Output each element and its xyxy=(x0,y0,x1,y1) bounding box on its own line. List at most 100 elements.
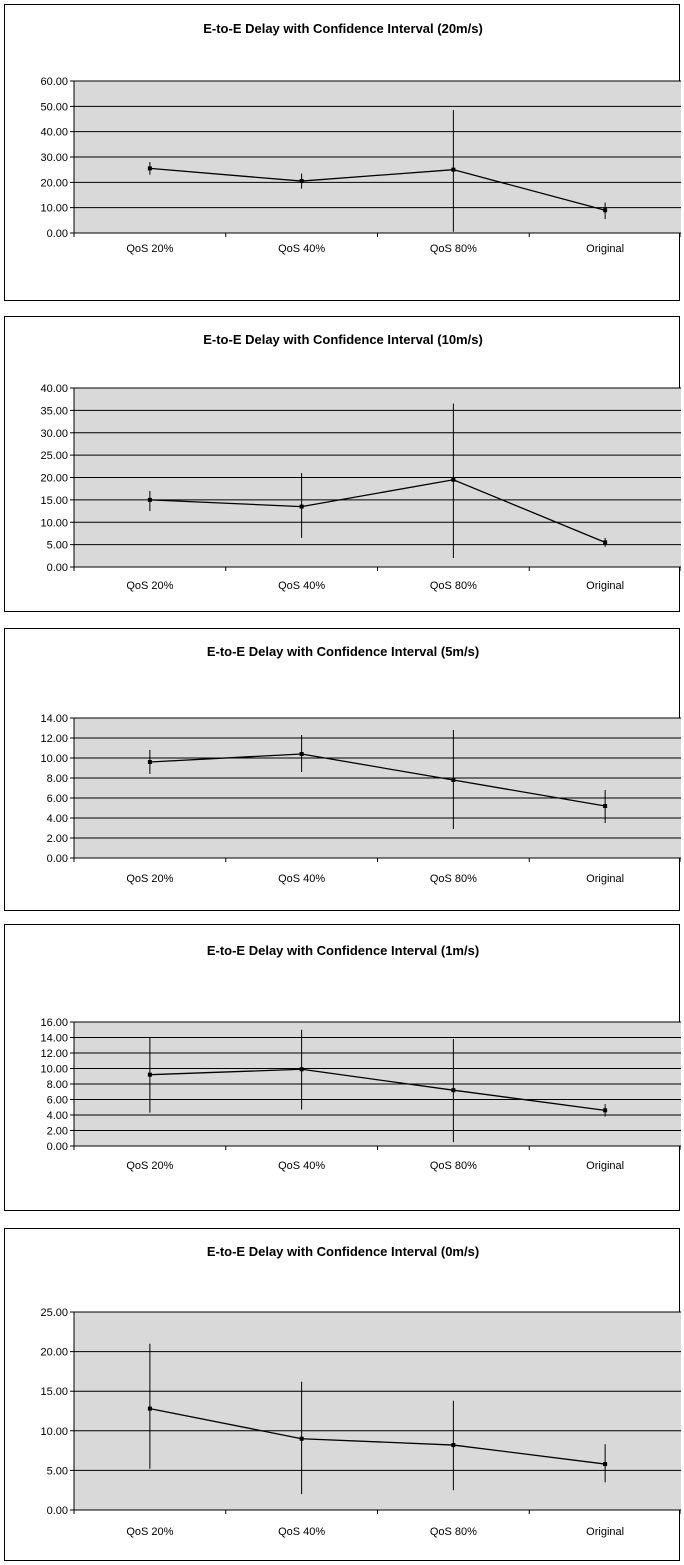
x-tick-label: Original xyxy=(586,873,624,885)
y-tick-label: 4.00 xyxy=(47,813,68,825)
data-point xyxy=(147,1072,152,1077)
data-point xyxy=(299,1436,304,1441)
y-tick-label: 40.00 xyxy=(40,383,68,395)
chart-panel-0ms: E-to-E Delay with Confidence Interval (0… xyxy=(4,1228,681,1561)
data-point xyxy=(451,167,456,172)
chart-title: E-to-E Delay with Confidence Interval (1… xyxy=(203,332,483,347)
y-tick-label: 0.00 xyxy=(47,853,68,865)
plot-area xyxy=(74,718,681,858)
data-point xyxy=(603,208,608,213)
x-tick-label: QoS 40% xyxy=(278,243,325,255)
chart-title: E-to-E Delay with Confidence Interval (0… xyxy=(207,1244,479,1259)
series-line xyxy=(149,1068,606,1111)
data-point xyxy=(603,1462,608,1467)
y-tick-label: 25.00 xyxy=(40,450,68,462)
data-point xyxy=(451,1088,456,1093)
x-tick-label: QoS 20% xyxy=(126,1160,173,1172)
y-tick-label: 10.00 xyxy=(40,1064,68,1076)
x-tick-label: Original xyxy=(586,243,624,255)
y-tick-label: 14.00 xyxy=(40,1033,68,1045)
y-tick-label: 2.00 xyxy=(47,1126,68,1138)
y-tick-label: 4.00 xyxy=(47,1110,68,1122)
data-point xyxy=(603,1108,608,1113)
x-tick-label: Original xyxy=(586,580,624,592)
x-tick-label: QoS 80% xyxy=(430,580,477,592)
chart-title: E-to-E Delay with Confidence Interval (5… xyxy=(207,644,479,659)
data-point xyxy=(451,477,456,482)
chart-panel-10ms: E-to-E Delay with Confidence Interval (1… xyxy=(4,316,681,612)
data-point xyxy=(299,752,304,756)
x-tick-label: QoS 40% xyxy=(278,873,325,885)
x-tick-label: QoS 20% xyxy=(126,1526,173,1538)
y-tick-label: 6.00 xyxy=(47,1095,68,1107)
data-point xyxy=(451,778,456,782)
y-tick-label: 60.00 xyxy=(40,76,68,88)
data-point xyxy=(451,1443,456,1448)
x-tick-label: QoS 80% xyxy=(430,243,477,255)
x-tick-label: QoS 20% xyxy=(126,580,173,592)
x-tick-label: QoS 80% xyxy=(430,873,477,885)
x-tick-label: QoS 80% xyxy=(430,1160,477,1172)
y-tick-label: 0.00 xyxy=(47,562,68,574)
y-tick-label: 15.00 xyxy=(40,1386,68,1398)
chart-panel-1ms: E-to-E Delay with Confidence Interval (1… xyxy=(4,924,681,1211)
y-tick-label: 12.00 xyxy=(40,1048,68,1060)
y-tick-label: 8.00 xyxy=(47,773,68,785)
chart-svg: E-to-E Delay with Confidence Interval (1… xyxy=(40,943,681,1172)
y-tick-label: 2.00 xyxy=(47,833,68,845)
data-point xyxy=(147,760,152,764)
data-point xyxy=(147,1406,152,1411)
x-tick-label: Original xyxy=(586,1526,624,1538)
chart-panel-5ms: E-to-E Delay with Confidence Interval (5… xyxy=(4,628,681,911)
y-tick-label: 50.00 xyxy=(40,101,68,113)
y-tick-label: 14.00 xyxy=(40,713,68,725)
series-line xyxy=(149,1407,606,1465)
y-tick-label: 25.00 xyxy=(40,1307,68,1319)
y-tick-label: 10.00 xyxy=(40,753,68,765)
data-point xyxy=(603,540,608,545)
y-tick-label: 10.00 xyxy=(40,203,68,215)
data-point xyxy=(299,504,304,509)
data-point xyxy=(603,804,608,808)
series-line xyxy=(149,167,606,211)
y-tick-label: 12.00 xyxy=(40,733,68,745)
plot-area xyxy=(74,1312,681,1510)
chart-panel-20ms: E-to-E Delay with Confidence Interval (2… xyxy=(4,4,681,301)
y-tick-label: 16.00 xyxy=(40,1017,68,1029)
y-tick-label: 8.00 xyxy=(47,1079,68,1091)
y-tick-label: 15.00 xyxy=(40,495,68,507)
chart-svg: E-to-E Delay with Confidence Interval (0… xyxy=(40,1244,681,1538)
x-tick-label: QoS 40% xyxy=(278,580,325,592)
y-tick-label: 10.00 xyxy=(40,1426,68,1438)
y-tick-label: 0.00 xyxy=(47,1505,68,1517)
chart-svg: E-to-E Delay with Confidence Interval (1… xyxy=(40,332,681,592)
x-tick-label: QoS 20% xyxy=(126,873,173,885)
chart-svg: E-to-E Delay with Confidence Interval (5… xyxy=(40,644,681,885)
y-tick-label: 0.00 xyxy=(47,228,68,240)
chart-svg: E-to-E Delay with Confidence Interval (2… xyxy=(40,21,681,255)
chart-title: E-to-E Delay with Confidence Interval (1… xyxy=(207,943,479,958)
y-tick-label: 35.00 xyxy=(40,405,68,417)
y-tick-label: 40.00 xyxy=(40,127,68,139)
x-tick-label: QoS 80% xyxy=(430,1526,477,1538)
y-tick-label: 20.00 xyxy=(40,177,68,189)
x-tick-label: QoS 20% xyxy=(126,243,173,255)
y-tick-label: 30.00 xyxy=(40,428,68,440)
series-line xyxy=(149,753,606,807)
y-tick-label: 30.00 xyxy=(40,152,68,164)
series-line xyxy=(149,479,606,543)
y-tick-label: 5.00 xyxy=(47,540,68,552)
y-tick-label: 10.00 xyxy=(40,517,68,529)
y-tick-label: 20.00 xyxy=(40,473,68,485)
y-tick-label: 0.00 xyxy=(47,1141,68,1153)
data-point xyxy=(147,497,152,502)
y-tick-label: 20.00 xyxy=(40,1347,68,1359)
y-tick-label: 5.00 xyxy=(47,1465,68,1477)
y-tick-label: 6.00 xyxy=(47,793,68,805)
data-point xyxy=(299,1067,304,1072)
x-tick-label: Original xyxy=(586,1160,624,1172)
chart-title: E-to-E Delay with Confidence Interval (2… xyxy=(203,21,483,36)
x-tick-label: QoS 40% xyxy=(278,1526,325,1538)
x-tick-label: QoS 40% xyxy=(278,1160,325,1172)
data-point xyxy=(299,179,304,184)
